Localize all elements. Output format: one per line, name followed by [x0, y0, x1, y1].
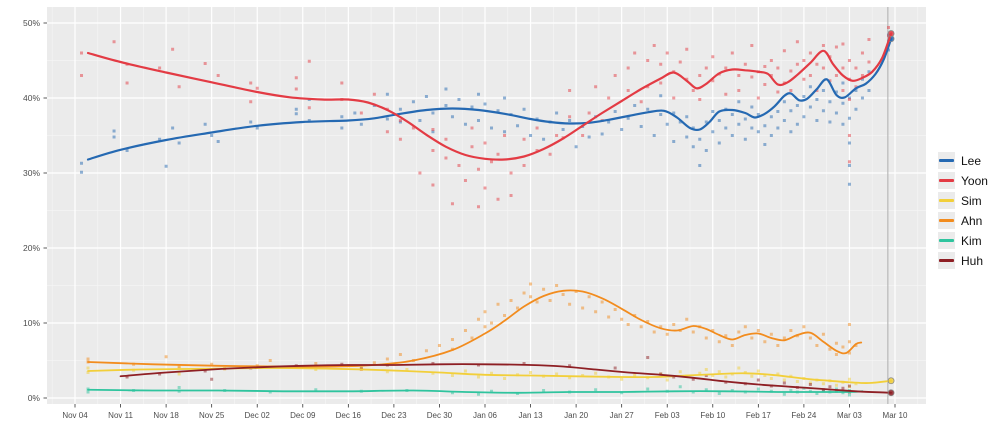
x-tick-label: Nov 04 [62, 411, 88, 420]
grid-minor [47, 7, 926, 404]
x-tick-label: Jan 06 [473, 411, 498, 420]
y-tick-label: 30% [23, 168, 40, 178]
legend-label: Kim [961, 233, 982, 248]
chart-legend: Lee Yoon Sim Ahn Kim Huh [938, 152, 988, 269]
x-tick-label: Feb 17 [746, 411, 771, 420]
axis-tick-marks [43, 22, 896, 408]
x-axis-labels: Nov 04 Nov 11 Nov 18 Nov 25 Dec 02 Dec 09 Dec … [62, 411, 908, 420]
legend-key-line-icon [938, 172, 955, 189]
legend-item-yoon: Yoon [938, 172, 988, 189]
legend-item-kim: Kim [938, 232, 988, 249]
y-tick-label: 0% [28, 393, 41, 403]
x-tick-label: Mar 10 [883, 411, 908, 420]
legend-label: Huh [961, 253, 984, 268]
x-tick-label: Dec 23 [381, 411, 407, 420]
legend-item-ahn: Ahn [938, 212, 988, 229]
x-tick-label: Dec 02 [245, 411, 271, 420]
trend-line-lee [86, 37, 893, 161]
x-tick-label: Jan 27 [610, 411, 635, 420]
plot-panel [47, 7, 926, 404]
x-tick-label: Feb 03 [655, 411, 680, 420]
x-tick-label: Dec 30 [427, 411, 453, 420]
legend-item-huh: Huh [938, 252, 988, 269]
x-tick-label: Jan 20 [564, 411, 589, 420]
x-tick-label: Dec 09 [290, 411, 316, 420]
x-tick-label: Feb 10 [700, 411, 725, 420]
x-tick-label: Mar 03 [837, 411, 862, 420]
trend-line-sim [87, 367, 892, 384]
trend-line-huh [119, 363, 892, 394]
legend-label: Yoon [961, 173, 988, 188]
end-dot-huh [887, 389, 895, 397]
legend-label: Lee [961, 153, 982, 168]
end-dot-yoon [887, 30, 895, 37]
legend-key-line-icon [938, 212, 955, 229]
x-tick-label: Dec 16 [336, 411, 362, 420]
y-tick-label: 20% [23, 243, 40, 253]
end-dot-sim [887, 377, 895, 385]
legend-key-line-icon [938, 192, 955, 209]
y-tick-label: 40% [23, 93, 40, 103]
legend-key-line-icon [938, 232, 955, 249]
legend-label: Sim [961, 193, 982, 208]
legend-key-line-icon [938, 152, 955, 169]
y-tick-label: 10% [23, 318, 40, 328]
x-tick-label: Feb 24 [791, 411, 816, 420]
x-tick-label: Nov 25 [199, 411, 225, 420]
trend-line-kim [87, 388, 864, 394]
y-tick-label: 50% [23, 18, 40, 28]
legend-item-sim: Sim [938, 192, 988, 209]
legend-item-lee: Lee [938, 152, 988, 169]
x-tick-label: Nov 18 [153, 411, 179, 420]
x-tick-label: Nov 11 [108, 411, 133, 420]
trend-line-yoon [86, 32, 893, 161]
x-tick-label: Jan 13 [519, 411, 544, 420]
y-axis-labels: 0% 10% 20% 30% 40% 50% [23, 18, 40, 403]
legend-key-line-icon [938, 252, 955, 269]
legend-label: Ahn [961, 213, 983, 228]
grid-major [47, 7, 926, 404]
